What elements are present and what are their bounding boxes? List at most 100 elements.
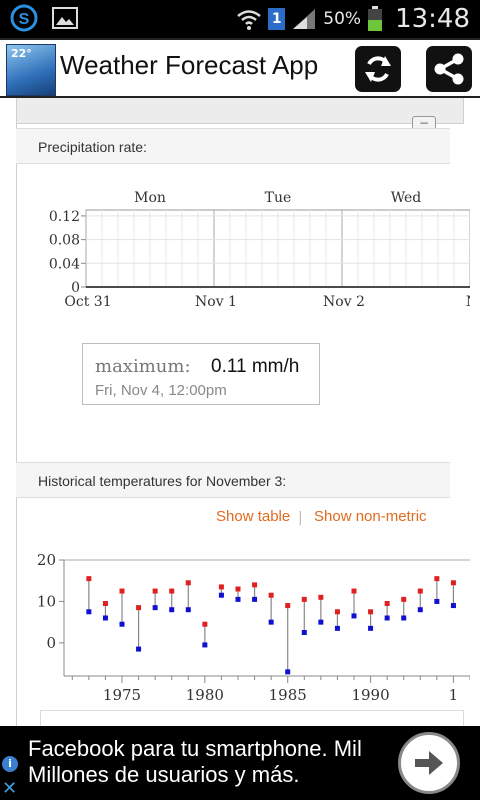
ad-go-button[interactable]	[398, 732, 460, 794]
image-icon	[52, 7, 78, 29]
low-temperature-point	[119, 621, 125, 627]
y-tick-label: 0.04	[49, 256, 80, 272]
low-temperature-point	[136, 646, 142, 652]
high-temperature-point	[434, 576, 440, 582]
low-temperature-point	[434, 598, 440, 604]
high-temperature-point	[102, 601, 108, 606]
high-temperature-point	[384, 601, 390, 606]
x-tick-label: 1985	[269, 686, 307, 704]
high-temperature-point	[119, 588, 125, 594]
sim-icon: 1	[268, 8, 286, 30]
low-temperature-point	[417, 607, 423, 613]
tooltip-date: Fri, Nov 4, 12:00pm	[95, 382, 227, 399]
table-border	[40, 710, 464, 726]
high-temperature-point	[401, 596, 407, 602]
low-temperature-point	[252, 596, 258, 602]
share-button[interactable]	[426, 46, 472, 92]
date-label: Nov 2	[323, 294, 365, 310]
date-label: Nov 1	[195, 294, 237, 310]
panel-border	[16, 124, 17, 726]
y-tick-label: 0.12	[49, 209, 80, 225]
wifi-icon	[237, 10, 262, 30]
app-logo: 22°	[6, 44, 56, 96]
date-label: N	[466, 294, 470, 310]
high-temperature-point	[368, 609, 374, 615]
x-tick-label: 1980	[186, 686, 224, 704]
day-label: Tue	[265, 190, 292, 206]
logo-text: 22°	[11, 47, 32, 60]
low-temperature-point	[301, 630, 307, 635]
low-temperature-point	[235, 596, 241, 602]
low-temperature-point	[285, 669, 291, 675]
low-temperature-point	[86, 609, 92, 615]
ad-text-line-2: Millones de usuarios y más.	[28, 762, 300, 787]
app-title: Weather Forecast App	[60, 50, 319, 80]
y-tick-label: 10	[37, 592, 56, 610]
high-temperature-point	[351, 588, 357, 594]
y-tick-label: 0	[71, 280, 80, 296]
high-temperature-point	[235, 586, 241, 592]
y-tick-label: 0.08	[49, 233, 80, 249]
x-tick-label: 1975	[103, 686, 141, 704]
precipitation-tooltip: maximum: 0.11 mm/h Fri, Nov 4, 12:00pm	[82, 343, 320, 405]
low-temperature-point	[351, 613, 357, 619]
ad-text[interactable]: Facebook para tu smartphone. Mil Millone…	[28, 736, 398, 788]
low-temperature-point	[218, 592, 224, 598]
high-temperature-point	[268, 592, 274, 598]
refresh-icon	[365, 56, 391, 82]
high-temperature-point	[334, 609, 340, 615]
low-temperature-point	[185, 607, 191, 613]
high-temperature-point	[169, 588, 175, 594]
low-temperature-point	[334, 625, 340, 631]
high-temperature-point	[252, 582, 258, 588]
refresh-button[interactable]	[355, 46, 401, 92]
high-temperature-point	[301, 596, 307, 602]
high-temperature-point	[202, 621, 208, 627]
low-temperature-point	[368, 625, 374, 631]
low-temperature-point	[102, 615, 108, 621]
arrow-right-icon	[415, 751, 443, 775]
link-separator: |	[298, 510, 303, 526]
show-non-metric-link[interactable]: Show non-metric	[314, 508, 427, 525]
low-temperature-point	[450, 603, 456, 609]
day-label: Mon	[134, 190, 166, 206]
high-temperature-point	[285, 603, 291, 609]
clock: 13:48	[395, 4, 470, 34]
x-tick-label: 1990	[351, 686, 389, 704]
low-temperature-point	[268, 619, 274, 625]
signal-icon	[293, 9, 316, 29]
ad-info-icon[interactable]: i	[2, 756, 18, 772]
tooltip-value: 0.11 mm/h	[211, 356, 300, 377]
historical-temperature-chart[interactable]: 20 10 0 1975 1980 1985 1990 1	[0, 548, 470, 708]
low-temperature-point	[169, 607, 175, 613]
low-temperature-point	[202, 642, 208, 648]
status-bar: S 1 50% 13:48	[0, 0, 480, 38]
precipitation-heading: Precipitation rate:	[16, 128, 450, 164]
low-temperature-point	[318, 619, 324, 625]
ad-close-icon[interactable]: ✕	[2, 778, 18, 799]
tooltip-label: maximum:	[95, 356, 191, 377]
ad-banner[interactable]: i ✕ Facebook para tu smartphone. Mil Mil…	[0, 726, 480, 800]
svg-text:S: S	[19, 11, 30, 28]
low-temperature-point	[152, 605, 158, 611]
y-tick-label: 20	[37, 551, 56, 569]
historical-heading: Historical temperatures for November 3:	[16, 462, 450, 498]
date-label: Oct 31	[64, 294, 111, 310]
ad-text-line-1: Facebook para tu smartphone. Mil	[28, 736, 362, 761]
show-table-link[interactable]: Show table	[216, 508, 291, 525]
low-temperature-point	[384, 615, 390, 621]
low-temperature-point	[401, 615, 407, 621]
x-tick-label: 1	[449, 686, 459, 704]
battery-icon	[368, 6, 383, 31]
high-temperature-point	[86, 576, 92, 582]
high-temperature-point	[318, 594, 324, 600]
high-temperature-point	[136, 605, 142, 611]
high-temperature-point	[218, 584, 224, 590]
high-temperature-point	[152, 588, 158, 594]
app-bar: 22° Weather Forecast App	[0, 38, 480, 98]
previous-panel	[16, 98, 464, 124]
y-tick-label: 0	[46, 634, 56, 652]
share-icon	[434, 53, 464, 85]
